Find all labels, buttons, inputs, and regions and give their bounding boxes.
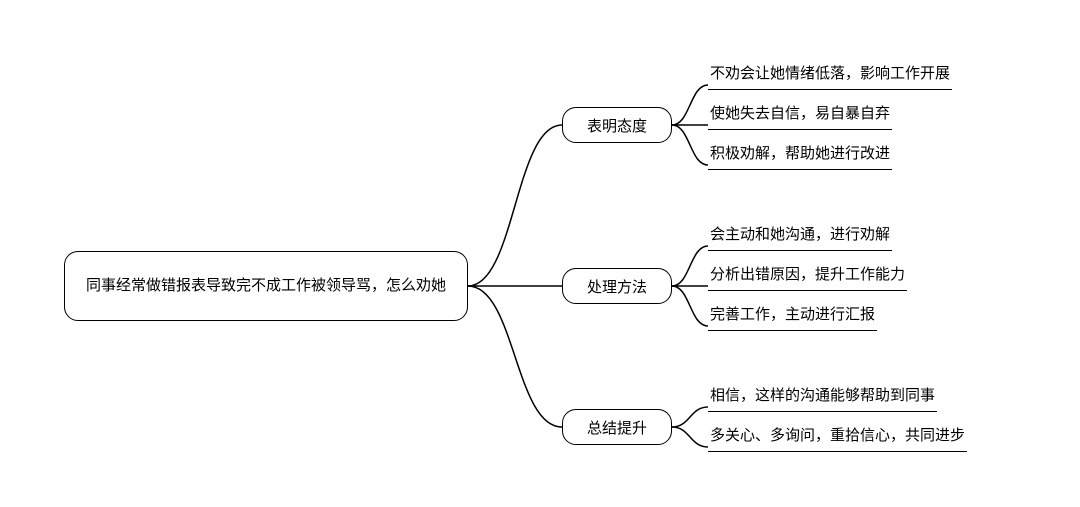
branch-label: 总结提升 [587,417,647,438]
leaf-item: 完善工作，主动进行汇报 [708,299,877,331]
leaf-text: 积极劝解，帮助她进行改进 [710,145,890,162]
mindmap-root: 同事经常做错报表导致完不成工作被领导骂，怎么劝她 [64,251,468,321]
leaf-item: 不劝会让她情绪低落，影响工作开展 [708,58,952,90]
leaf-item: 相信，这样的沟通能够帮助到同事 [708,380,937,412]
leaf-text: 分析出错原因，提升工作能力 [710,266,905,283]
branch-label: 处理方法 [587,276,647,297]
branch-label: 表明态度 [587,115,647,136]
leaf-item: 使她失去自信，易自暴自弃 [708,98,892,130]
leaf-item: 积极劝解，帮助她进行改进 [708,138,892,170]
branch-attitude: 表明态度 [562,107,672,143]
leaf-item: 多关心、多询问，重拾信心，共同进步 [708,420,967,452]
leaf-text: 多关心、多询问，重拾信心，共同进步 [710,427,965,444]
root-text: 同事经常做错报表导致完不成工作被领导骂，怎么劝她 [86,274,446,298]
leaf-text: 完善工作，主动进行汇报 [710,306,875,323]
leaf-item: 会主动和她沟通，进行劝解 [708,219,892,251]
leaf-text: 使她失去自信，易自暴自弃 [710,105,890,122]
leaf-text: 会主动和她沟通，进行劝解 [710,226,890,243]
branch-summary: 总结提升 [562,409,672,445]
leaf-item: 分析出错原因，提升工作能力 [708,259,907,291]
leaf-text: 不劝会让她情绪低落，影响工作开展 [710,65,950,82]
leaf-text: 相信，这样的沟通能够帮助到同事 [710,387,935,404]
branch-method: 处理方法 [562,268,672,304]
